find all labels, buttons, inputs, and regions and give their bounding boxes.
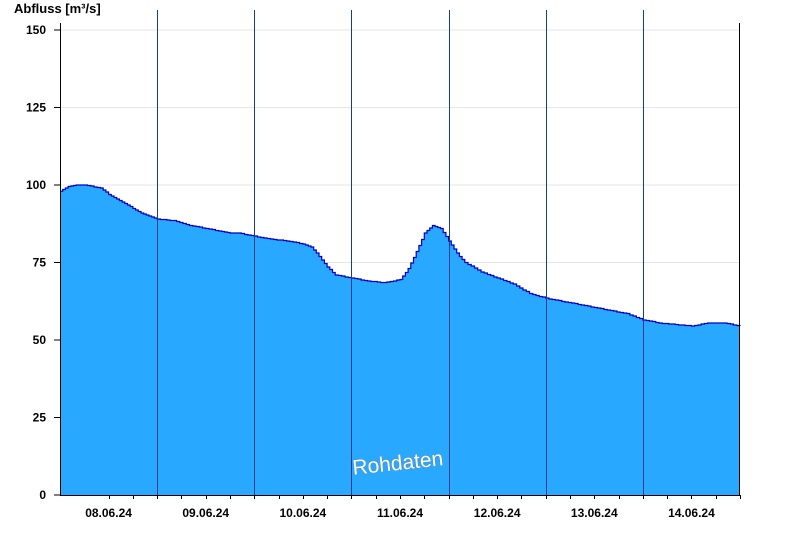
discharge-line (60, 184, 741, 327)
x-tick-label: 13.06.24 (571, 506, 618, 520)
day-boundaries (157, 10, 644, 495)
axes (54, 23, 741, 499)
x-tick-label: 08.06.24 (85, 506, 132, 520)
tick-labels: 0 25 50 75 100 125 150 08.06.24 09.06.24 10.06.24… (26, 23, 715, 520)
y-tick-label: 75 (33, 256, 47, 270)
x-tick-label: 12.06.24 (474, 506, 521, 520)
y-tick-label: 50 (33, 333, 47, 347)
y-tick-label: 125 (26, 101, 46, 115)
y-axis-title: Abfluss [m³/s] (14, 1, 101, 16)
y-tick-label: 100 (26, 178, 46, 192)
x-tick-label: 09.06.24 (182, 506, 229, 520)
discharge-area (60, 184, 741, 495)
y-tick-label: 0 (39, 488, 46, 502)
y-tick-label: 25 (33, 411, 47, 425)
y-tick-label: 150 (26, 23, 46, 37)
x-tick-label: 10.06.24 (279, 506, 326, 520)
x-tick-label: 11.06.24 (377, 506, 423, 520)
discharge-area-fill (60, 185, 740, 495)
x-tick-label: 14.06.24 (668, 506, 715, 520)
